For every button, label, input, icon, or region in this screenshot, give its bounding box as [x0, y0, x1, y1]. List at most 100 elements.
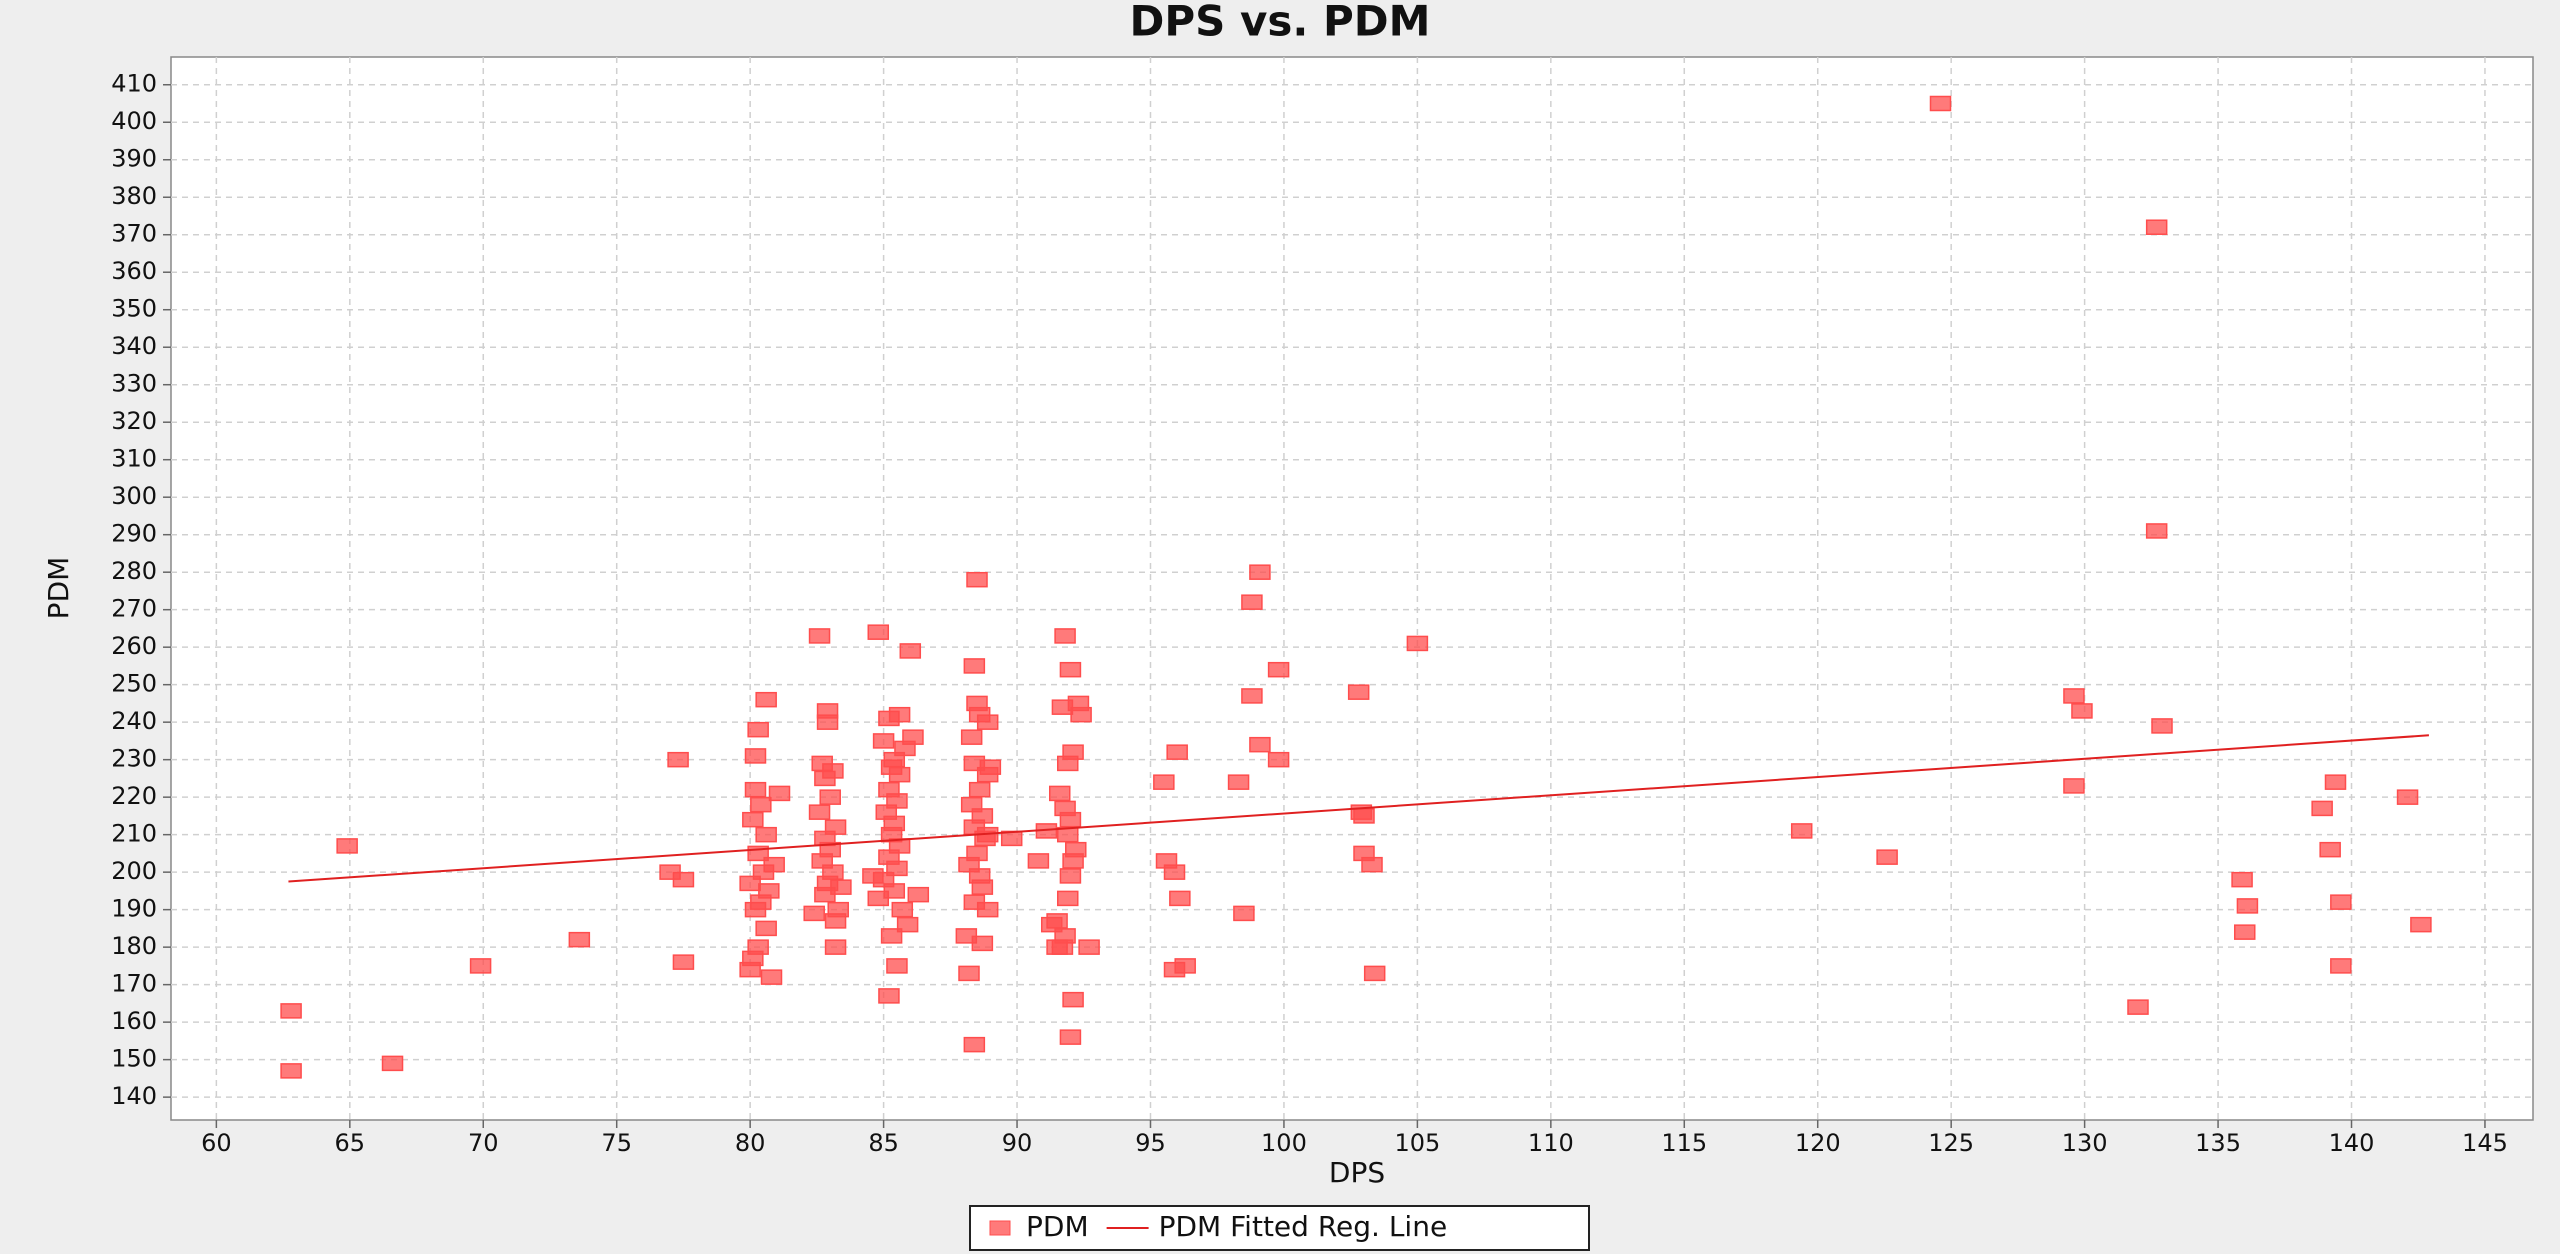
point [1054, 628, 1076, 644]
point [888, 766, 911, 783]
point [755, 920, 777, 937]
point [1929, 95, 1952, 112]
point [1227, 774, 1250, 790]
x-tick-label: 100 [1261, 1129, 1307, 1157]
point [1059, 1029, 1082, 1045]
y-tick-label: 150 [111, 1045, 157, 1073]
point [672, 871, 695, 888]
x-tick-label: 135 [2195, 1129, 2241, 1157]
point [747, 721, 769, 738]
point [971, 935, 994, 952]
point [1078, 939, 1100, 955]
plot-area [170, 56, 2534, 1121]
point [742, 811, 764, 828]
point [469, 958, 492, 974]
point [1241, 688, 1263, 704]
point [744, 781, 767, 798]
legend-label: PDM [1026, 1210, 1089, 1243]
y-tick-label: 380 [111, 182, 157, 210]
point [1169, 890, 1191, 907]
y-tick-label: 220 [111, 782, 157, 810]
y-tick-label: 190 [111, 895, 157, 923]
point [899, 643, 922, 659]
y-tick-label: 410 [111, 70, 157, 98]
point [2330, 894, 2352, 910]
y-tick-label: 140 [111, 1082, 157, 1110]
point [1363, 965, 1386, 982]
point [760, 969, 783, 985]
point [878, 710, 900, 727]
point [1027, 853, 1050, 869]
x-tick-label: 110 [1528, 1129, 1574, 1157]
y-tick-label: 400 [111, 107, 157, 135]
point [963, 1036, 986, 1053]
x-tick-label: 140 [2329, 1129, 2375, 1157]
point [568, 931, 591, 948]
point [755, 826, 777, 843]
x-tick-label: 130 [2062, 1129, 2108, 1157]
point [1046, 939, 1068, 955]
point [830, 879, 852, 895]
chart-title: DPS vs. PDM [1130, 0, 1431, 46]
point [872, 733, 895, 749]
point [816, 714, 839, 730]
y-tick-label: 330 [111, 370, 157, 398]
fit-line [288, 734, 2429, 883]
y-tick-label: 290 [111, 520, 157, 548]
point [2127, 999, 2149, 1015]
legend-box [969, 1205, 1590, 1251]
point [1057, 890, 1079, 907]
y-tick-label: 270 [111, 595, 157, 623]
point [979, 759, 1002, 775]
x-tick-label: 60 [201, 1129, 232, 1157]
point [280, 1003, 302, 1019]
point [971, 879, 994, 895]
point [381, 1055, 404, 1072]
y-tick-label: 360 [111, 257, 157, 285]
point [1067, 695, 1090, 712]
point [2231, 871, 2253, 888]
point [958, 965, 980, 982]
point [867, 624, 890, 640]
point [768, 785, 791, 802]
point [1406, 635, 1429, 652]
point [1062, 991, 1084, 1008]
point [1153, 774, 1175, 790]
point [867, 890, 890, 907]
point [744, 901, 767, 918]
x-tick-label: 90 [1002, 1129, 1033, 1157]
point [1174, 958, 1196, 974]
y-tick-label: 300 [111, 482, 157, 510]
point [1249, 564, 1271, 580]
point [902, 729, 924, 745]
point [2234, 924, 2256, 940]
x-tick-label: 80 [735, 1129, 766, 1157]
point [1059, 868, 1082, 884]
point [976, 901, 999, 918]
point [336, 838, 358, 854]
x-tick-label: 70 [468, 1129, 499, 1157]
y-tick-label: 340 [111, 332, 157, 360]
point [891, 901, 914, 918]
y-tick-label: 390 [111, 145, 157, 173]
point [1267, 751, 1290, 768]
point [2071, 703, 2093, 719]
point [2311, 800, 2333, 817]
point [907, 886, 930, 903]
point [1353, 808, 1375, 824]
x-tick-label: 145 [2462, 1129, 2508, 1157]
point [1040, 916, 1063, 933]
x-tick-label: 65 [335, 1129, 366, 1157]
point [824, 913, 847, 929]
y-tick-label: 240 [111, 707, 157, 735]
point [963, 658, 986, 674]
x-tick-label: 75 [601, 1129, 632, 1157]
point [886, 958, 908, 974]
point [750, 796, 772, 813]
legend-marker [989, 1220, 1011, 1236]
y-tick-label: 320 [111, 407, 157, 435]
point [976, 714, 999, 730]
point [2410, 916, 2432, 933]
point [1057, 755, 1079, 772]
